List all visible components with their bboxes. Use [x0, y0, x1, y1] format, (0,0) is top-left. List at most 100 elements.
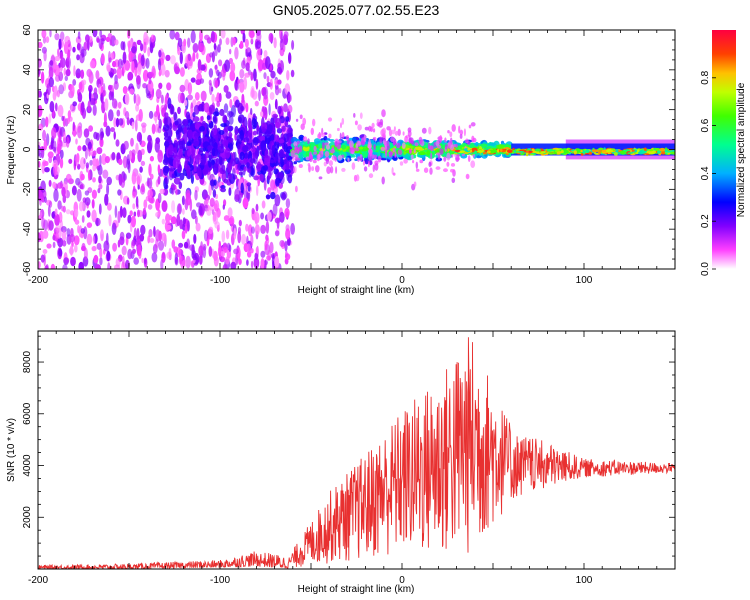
spectrogram-cell: [287, 155, 292, 162]
spectrogram-cell: [262, 86, 269, 100]
spectrogram-cell: [265, 56, 271, 70]
spectrogram-cell: [290, 149, 296, 158]
spectrogram-cell: [128, 40, 131, 54]
spectrogram-cell: [220, 68, 227, 78]
spectrogram-cell: [200, 90, 207, 102]
spectrogram-cell: [373, 154, 378, 160]
spectrogram-cell: [307, 163, 311, 167]
spectrogram-cell: [38, 104, 43, 117]
spectrogram-cell: [119, 205, 123, 218]
spectrogram-cell: [163, 116, 168, 127]
spectrogram-cell: [367, 145, 372, 149]
spectrogram-cell: [256, 184, 259, 197]
spectrogram-cell: [241, 233, 247, 245]
spectrogram-cell: [126, 197, 130, 205]
spectrogram-cell: [204, 34, 210, 41]
spectrogram-cell: [170, 182, 175, 195]
spectrogram-cell: [48, 220, 54, 231]
spectrogram-cell: [246, 259, 249, 266]
spectrogram-cell: [174, 31, 180, 41]
spectrogram-cell: [197, 59, 202, 71]
spectrogram-cell: [288, 52, 292, 64]
spectrogram-cell: [394, 130, 399, 136]
spectrogram-cell: [381, 109, 386, 118]
spectrogram-cell: [228, 115, 234, 125]
spectrogram-cell: [429, 167, 433, 175]
spectrogram-cell: [40, 146, 45, 159]
spectrogram-cell: [392, 147, 396, 153]
spectrogram-cell: [64, 75, 69, 82]
spectrogram-cell: [208, 154, 213, 160]
spectrogram-cell: [487, 150, 491, 154]
spectrogram-cell: [51, 127, 57, 139]
spectrogram-cell: [189, 244, 195, 251]
spectrogram-cell: [136, 131, 142, 143]
spectrogram-cell: [80, 183, 85, 190]
spectrogram-cell: [146, 93, 152, 99]
spectrogram-cell: [157, 149, 164, 163]
spectrogram-cell: [107, 202, 112, 211]
spectrogram-cell: [173, 147, 178, 159]
spectrogram-cell: [290, 223, 295, 235]
spectrogram-cell: [229, 215, 235, 227]
spectrogram-cell: [57, 143, 61, 155]
spectrogram-cell: [106, 176, 112, 186]
spectrogram-cell: [65, 173, 72, 183]
spectrogram-cell: [38, 123, 44, 131]
spectrogram-cell: [181, 230, 186, 240]
spectrogram-cell: [38, 69, 41, 75]
spectrogram-cell: [118, 158, 123, 165]
spectrogram-cell: [250, 234, 254, 247]
spectrogram-cell: [116, 109, 121, 117]
spectrogram-cell: [619, 150, 626, 155]
spectrogram-cell: [198, 205, 203, 216]
spectrogram-cell: [233, 227, 237, 240]
spectrogram-cell: [219, 108, 225, 117]
spectrogram-cell: [245, 62, 250, 72]
spectrogram-cell: [412, 160, 415, 164]
y-tick-label: -60: [22, 261, 33, 276]
spectrogram-cell: [180, 255, 186, 269]
spectrogram-cell: [285, 250, 288, 258]
spectrogram-cell: [66, 58, 70, 66]
spectrogram-cell: [196, 164, 201, 177]
spectrogram-cell: [472, 148, 475, 153]
spectrogram-cell: [264, 130, 272, 137]
spectrogram-cell: [450, 163, 456, 167]
spectrogram-cell: [205, 197, 209, 205]
spectrogram-cell: [248, 167, 252, 174]
spectrogram-cell: [172, 157, 179, 169]
spectrogram-cell: [233, 248, 239, 255]
spectrogram-cell: [45, 264, 49, 269]
spectrogram-cell: [546, 149, 553, 152]
spectrogram-cell: [91, 209, 97, 223]
spectrogram-cell: [45, 36, 50, 43]
spectrogram-cell: [38, 161, 41, 168]
spectrogram-cell: [247, 185, 251, 192]
spectrogram-cell: [607, 152, 612, 155]
spectrogram-cell: [318, 176, 323, 180]
spectrogram-cell: [199, 254, 203, 265]
spectrogram-cell: [265, 234, 269, 242]
spectrogram-cell: [98, 83, 102, 95]
spectrogram-cell: [353, 113, 356, 118]
spectrogram-cell: [95, 70, 100, 80]
spectrogram-cell: [187, 220, 190, 232]
spectrogram-cell: [265, 194, 271, 200]
spectrogram-cell: [598, 147, 604, 151]
spectrogram-cell: [323, 161, 327, 167]
spectrogram-cell: [223, 140, 229, 149]
spectrogram-cell: [529, 153, 534, 156]
spectrogram-cell: [177, 106, 181, 115]
spectrogram-cell: [284, 168, 291, 175]
spectrogram-cell: [184, 224, 188, 234]
spectrogram-cell: [224, 147, 231, 159]
spectrogram-cell: [147, 204, 153, 210]
spectrogram-cell: [147, 189, 153, 199]
colorbar-ticks: 0.0 0.2 0.4 0.6 0.8: [700, 70, 716, 276]
spectrogram-cell: [222, 114, 228, 124]
spectrogram-cell: [405, 153, 410, 160]
spectrogram-cell: [54, 55, 60, 62]
spectrogram-cell: [171, 239, 176, 249]
